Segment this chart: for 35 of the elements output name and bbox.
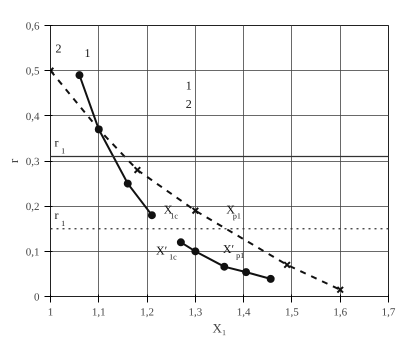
x-tick-label: 1 bbox=[48, 306, 54, 318]
point bbox=[176, 238, 185, 246]
point bbox=[124, 180, 132, 188]
y-tick-label: 0,3 bbox=[26, 156, 40, 168]
ref-line-label: r1 bbox=[54, 208, 66, 228]
point bbox=[283, 261, 291, 269]
point bbox=[148, 211, 156, 220]
annotation: 1 bbox=[186, 78, 192, 92]
y-tick-label: 0,2 bbox=[26, 201, 40, 214]
ref-line-label: r1 bbox=[54, 135, 66, 156]
x-tick-label: 1,6 bbox=[333, 306, 348, 318]
x-tick-label: 1,7 bbox=[382, 306, 396, 318]
point bbox=[134, 166, 142, 174]
x-tick-label: 1,4 bbox=[236, 306, 252, 318]
point bbox=[266, 274, 275, 283]
point bbox=[220, 262, 228, 271]
point bbox=[191, 247, 200, 256]
y-axis-title: r bbox=[6, 158, 21, 164]
x-tick-label: 1,1 bbox=[92, 306, 106, 318]
x-tick-label: 1,3 bbox=[188, 306, 203, 318]
point bbox=[75, 71, 84, 80]
y-tick-label: 0,5 bbox=[26, 66, 40, 78]
x-axis-title: X₁ bbox=[212, 320, 226, 336]
series-label: 2 bbox=[56, 42, 62, 56]
point bbox=[192, 206, 200, 215]
series-label: 1 bbox=[84, 46, 90, 60]
point bbox=[242, 268, 250, 276]
y-tick-label: 0,6 bbox=[26, 20, 40, 32]
y-tick-label: 0,4 bbox=[26, 110, 40, 123]
x-tick-label: 1,5 bbox=[285, 306, 300, 318]
y-tick-label: 0 bbox=[34, 292, 40, 304]
y-tick-label: 0,1 bbox=[26, 246, 40, 258]
annotation: 2 bbox=[186, 97, 192, 112]
point bbox=[336, 286, 344, 294]
x-tick-label: 1,2 bbox=[140, 306, 154, 318]
